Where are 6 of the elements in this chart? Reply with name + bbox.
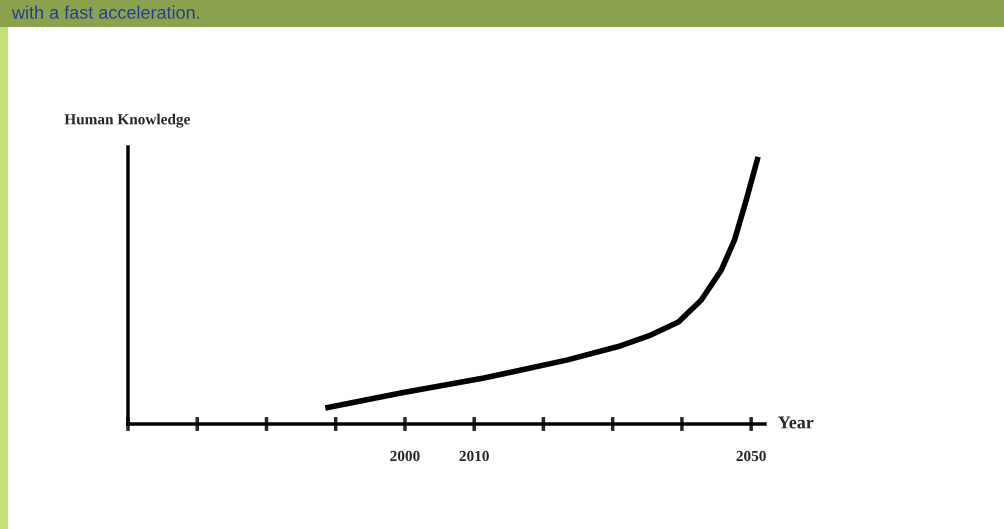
chart-title: with a fast acceleration. (11, 5, 200, 19)
x-tick-label: 2010 (459, 450, 489, 462)
x-tick-label: 2050 (736, 450, 766, 462)
x-tick-label: 2000 (390, 450, 420, 462)
y-axis-title: Human Knowledge (64, 113, 190, 128)
x-axis-title: Year (778, 416, 814, 429)
